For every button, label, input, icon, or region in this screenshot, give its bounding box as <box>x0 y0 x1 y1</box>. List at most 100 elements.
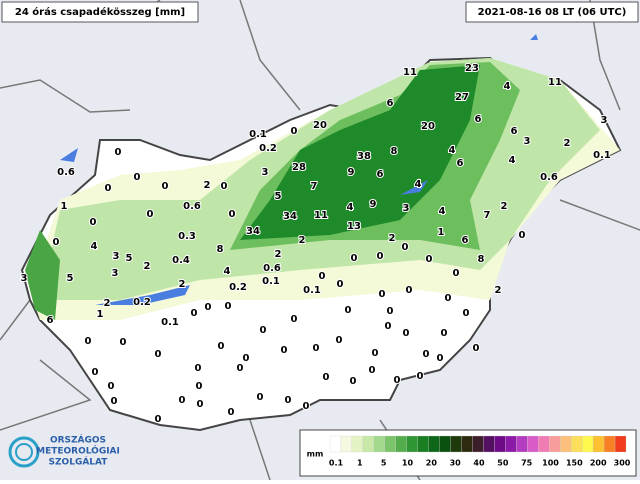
station-value: 3 <box>112 268 119 279</box>
station-value: 0.3 <box>178 231 196 242</box>
legend-label: 20 <box>426 459 438 468</box>
station-value: 0 <box>53 237 60 248</box>
station-value: 8 <box>478 254 485 265</box>
legend-swatch <box>406 435 418 453</box>
rain-area <box>25 230 60 320</box>
station-value: 0 <box>291 126 298 137</box>
station-value: 8 <box>391 146 398 157</box>
station-value: 6 <box>457 158 464 169</box>
station-value: 3 <box>21 273 28 284</box>
station-value: 5 <box>67 273 74 284</box>
legend-swatch <box>428 435 440 453</box>
station-value: 0 <box>319 271 326 282</box>
station-value: 0 <box>519 230 526 241</box>
timestamp-box <box>465 1 639 23</box>
station-value: 0 <box>345 305 352 316</box>
station-value: 0 <box>303 401 310 412</box>
station-value: 0 <box>291 314 298 325</box>
legend-label: 0.1 <box>329 459 344 468</box>
station-value: 0.1 <box>249 129 267 140</box>
station-value: 0 <box>437 353 444 364</box>
station-value: 6 <box>462 235 469 246</box>
legend-swatch <box>527 435 539 453</box>
station-value: 0 <box>191 308 198 319</box>
station-value: 0 <box>243 353 250 364</box>
station-value: 0 <box>162 181 169 192</box>
station-value: 0 <box>218 341 225 352</box>
station-value: 0 <box>90 217 97 228</box>
station-value: 0 <box>323 372 330 383</box>
station-value: 0.6 <box>263 263 281 274</box>
station-value: 0 <box>85 336 92 347</box>
station-value: 0 <box>350 376 357 387</box>
station-value: 2 <box>299 235 306 246</box>
station-value: 6 <box>387 98 394 109</box>
legend-swatch <box>549 435 561 453</box>
station-value: 0 <box>403 328 410 339</box>
station-value: 0 <box>155 349 162 360</box>
rain-area <box>240 65 480 240</box>
station-value: 6 <box>511 126 518 137</box>
station-value: 4 <box>439 206 446 217</box>
station-value: 0.1 <box>262 276 280 287</box>
station-value: 0.6 <box>57 167 75 178</box>
legend-swatch <box>571 435 583 453</box>
station-value: 0 <box>372 348 379 359</box>
station-value: 6 <box>475 114 482 125</box>
legend-swatch <box>516 435 528 453</box>
logo: ORSZÁGOS METEOROLÓGIAI SZOLGÁLAT <box>8 434 120 468</box>
legend-swatch <box>340 435 353 453</box>
station-value: 7 <box>311 181 318 192</box>
station-value: 2 <box>495 285 502 296</box>
station-value: 5 <box>126 253 133 264</box>
station-value: 0 <box>111 396 118 407</box>
station-value: 4 <box>504 81 511 92</box>
station-value: 0 <box>147 209 154 220</box>
legend-swatch <box>592 435 605 453</box>
station-value: 8 <box>217 244 224 255</box>
station-value: 23 <box>465 63 479 74</box>
legend-swatch <box>614 435 627 453</box>
legend-swatch <box>581 435 594 453</box>
station-value: 4 <box>347 202 354 213</box>
station-value: 3 <box>601 115 608 126</box>
station-value: 3 <box>403 203 410 214</box>
legend-label: 10 <box>402 459 414 468</box>
legend-swatch <box>395 435 407 453</box>
legend-swatch <box>472 435 484 453</box>
station-value: 0 <box>195 363 202 374</box>
legend-swatch <box>560 435 572 453</box>
station-value: 0 <box>197 399 204 410</box>
station-value: 6 <box>47 315 54 326</box>
station-value: 0 <box>385 321 392 332</box>
legend-label: 5 <box>381 459 387 468</box>
legend-label: 1 <box>357 459 363 468</box>
station-value: 11 <box>314 210 328 221</box>
legend-swatch <box>538 435 550 453</box>
station-value: 0 <box>120 337 127 348</box>
title-box <box>1 1 199 23</box>
station-value: 0 <box>285 395 292 406</box>
station-value: 9 <box>370 199 377 210</box>
legend: 0.1 1 5 10 20 30 40 50 75 100 150 200 300 <box>329 435 631 468</box>
station-value: 0.6 <box>540 172 558 183</box>
station-value: 34 <box>246 226 260 237</box>
station-value: 0 <box>260 325 267 336</box>
station-value: 0 <box>351 253 358 264</box>
station-value: 3 <box>113 251 120 262</box>
station-value: 7 <box>484 210 491 221</box>
legend-label: 40 <box>473 459 485 468</box>
legend-swatch <box>494 435 506 453</box>
legend-swatch <box>417 435 429 453</box>
station-value: 3 <box>524 136 531 147</box>
station-value: 13 <box>347 221 361 232</box>
station-value: 0 <box>221 181 228 192</box>
station-value: 0 <box>402 242 409 253</box>
station-value: 1 <box>97 309 104 320</box>
station-value: 0 <box>379 289 386 300</box>
station-value: 28 <box>292 162 306 173</box>
station-value: 0 <box>115 147 122 158</box>
station-value: 0.1 <box>303 285 321 296</box>
